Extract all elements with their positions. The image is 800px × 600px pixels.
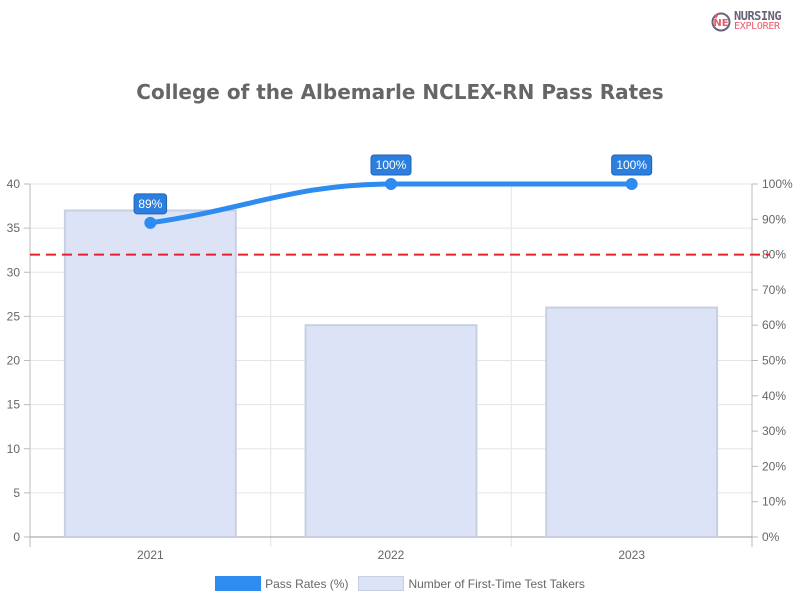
left-axis-tick-label: 20 [7,354,21,368]
x-axis-tick-label: 2023 [618,548,645,562]
data-label-box [611,154,653,176]
data-label-box [133,193,168,215]
x-axis-tick-label: 2022 [378,548,405,562]
data-label: 100% [376,158,407,172]
logo-icon: NE [711,12,731,32]
right-axis-tick-label: 30% [762,424,786,438]
left-axis-tick-label: 15 [7,398,21,412]
bar-test-takers [304,324,478,539]
right-axis-tick-label: 60% [762,318,786,332]
bar-test-takers [63,209,237,538]
left-axis-tick-label: 0 [13,530,20,544]
svg-text:NE: NE [713,18,728,29]
legend-item-test-takers[interactable]: Number of First-Time Test Takers [358,576,585,591]
right-axis-tick-label: 90% [762,212,786,226]
legend-label-pass-rates: Pass Rates (%) [265,576,349,591]
chart-title: College of the Albemarle NCLEX-RN Pass R… [136,80,664,104]
data-label: 100% [616,158,647,172]
pass-rate-point [385,178,397,190]
left-axis-tick-label: 10 [7,442,21,456]
left-axis-tick-label: 35 [7,221,21,235]
legend-swatch-pass-rates [215,576,262,591]
logo-text-line2: EXPLORER [734,21,780,32]
right-axis-tick-label: 0% [762,530,780,544]
x-axis-tick-label: 2021 [137,548,164,562]
nursing-explorer-logo: NE NURSING EXPLORER [710,8,792,34]
right-axis-tick-label: 10% [762,495,786,509]
left-axis-tick-label: 25 [7,309,21,323]
legend-label-test-takers: Number of First-Time Test Takers [408,576,585,591]
legend-item-pass-rates[interactable]: Pass Rates (%) [215,576,348,591]
pass-rate-point [144,216,157,229]
data-label-box [370,154,412,176]
left-axis-tick-label: 5 [13,486,20,500]
logo-text-line1: NURSING [734,9,782,23]
right-axis-tick-label: 80% [762,248,786,262]
left-axis-tick-label: 30 [7,265,21,279]
right-axis-tick-label: 40% [762,389,786,403]
right-axis-tick-label: 100% [762,177,793,191]
right-axis-tick-label: 70% [762,283,786,297]
data-label: 89% [138,197,162,211]
right-axis-tick-label: 20% [762,459,786,473]
pass-rate-point [625,178,638,190]
bar-test-takers [545,306,719,538]
right-axis-tick-label: 50% [762,354,786,368]
left-axis-tick-label: 40 [7,177,21,191]
legend: Pass Rates (%) Number of First-Time Test… [0,576,800,591]
legend-swatch-test-takers [358,576,405,591]
